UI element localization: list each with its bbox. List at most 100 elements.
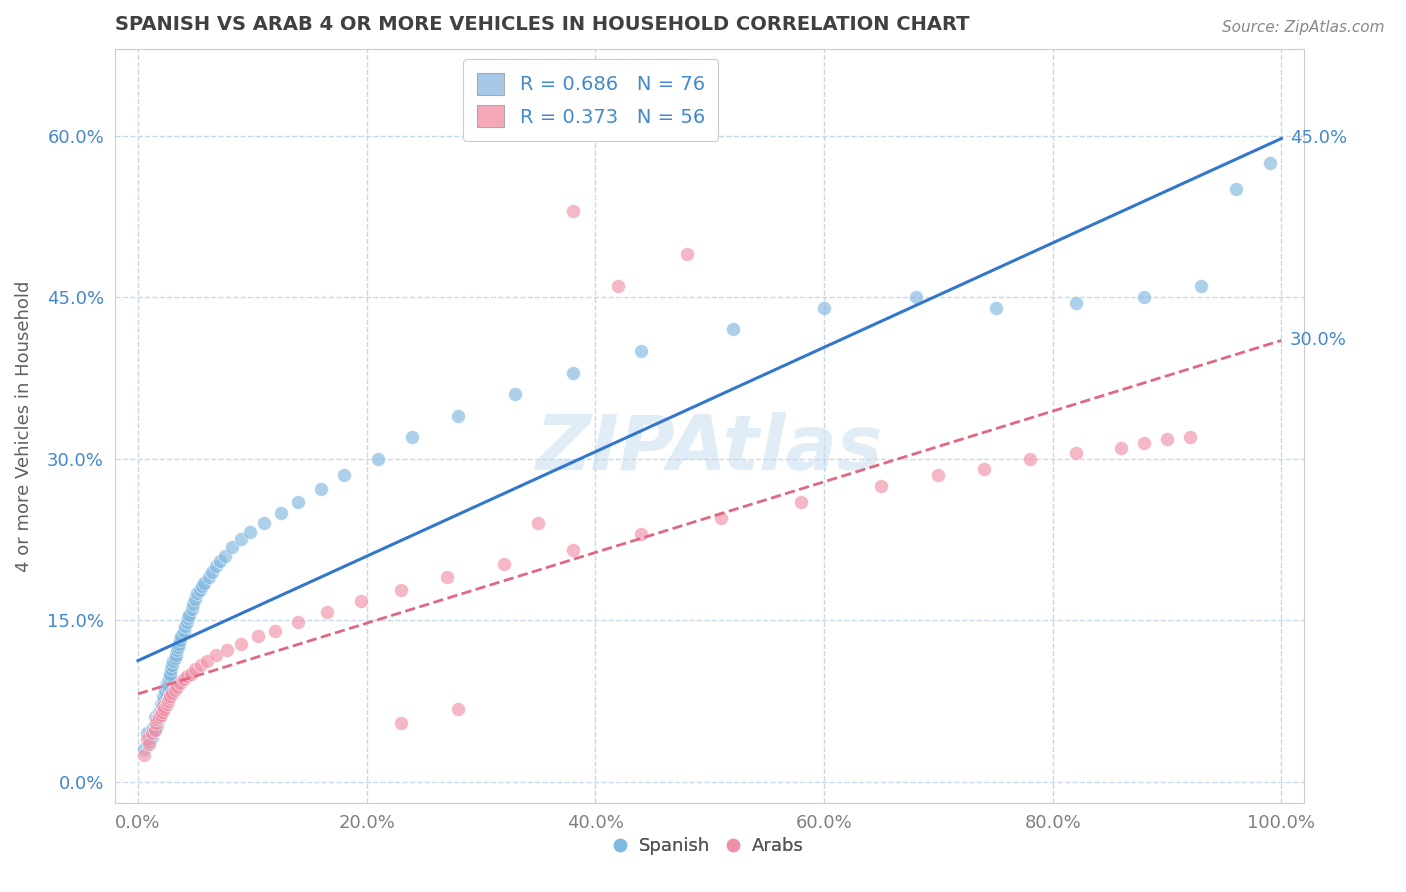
Point: [492, 558, 515, 572]
Point: [173, 624, 195, 638]
Point: [367, 451, 389, 466]
Point: [153, 690, 176, 705]
Point: [984, 301, 1007, 315]
Point: [350, 594, 373, 608]
Text: SPANISH VS ARAB 4 OR MORE VEHICLES IN HOUSEHOLD CORRELATION CHART: SPANISH VS ARAB 4 OR MORE VEHICLES IN HO…: [115, 15, 970, 34]
Point: [149, 708, 172, 723]
Point: [176, 615, 198, 630]
Point: [132, 747, 155, 762]
Point: [904, 290, 927, 304]
Point: [132, 742, 155, 756]
Point: [401, 430, 423, 444]
Point: [191, 579, 214, 593]
Point: [149, 701, 172, 715]
Point: [184, 591, 207, 606]
Point: [136, 731, 159, 746]
Point: [198, 570, 221, 584]
Point: [167, 637, 190, 651]
Point: [170, 629, 193, 643]
Point: [561, 366, 583, 380]
Point: [186, 586, 208, 600]
Point: [173, 618, 195, 632]
Point: [630, 343, 652, 358]
Point: [1133, 435, 1156, 450]
Point: [162, 686, 184, 700]
Point: [149, 708, 172, 723]
Point: [287, 495, 309, 509]
Point: [270, 506, 292, 520]
Text: 30.0%: 30.0%: [1289, 332, 1347, 350]
Point: [184, 662, 207, 676]
Point: [181, 597, 204, 611]
Point: [152, 699, 174, 714]
Point: [146, 712, 169, 726]
Point: [177, 611, 200, 625]
Point: [447, 701, 470, 715]
Point: [247, 629, 270, 643]
Point: [195, 654, 218, 668]
Point: [163, 683, 186, 698]
Point: [155, 675, 177, 690]
Point: [136, 726, 159, 740]
Point: [436, 570, 458, 584]
Point: [166, 680, 188, 694]
Point: [159, 669, 181, 683]
Point: [389, 715, 412, 730]
Point: [138, 737, 160, 751]
Point: [159, 667, 181, 681]
Point: [389, 583, 412, 598]
Point: [173, 673, 195, 687]
Point: [180, 667, 202, 681]
Point: [676, 247, 699, 261]
Point: [333, 467, 356, 482]
Point: [141, 730, 163, 744]
Point: [204, 559, 226, 574]
Point: [1258, 155, 1281, 169]
Point: [527, 516, 550, 531]
Point: [870, 478, 893, 492]
Text: 45.0%: 45.0%: [1289, 129, 1347, 147]
Point: [156, 694, 179, 708]
Point: [1156, 432, 1178, 446]
Point: [505, 387, 527, 401]
Point: [145, 715, 167, 730]
Point: [710, 511, 733, 525]
Point: [157, 673, 180, 687]
Point: [287, 615, 309, 630]
Point: [229, 533, 252, 547]
Point: [188, 583, 211, 598]
Point: [239, 524, 262, 539]
Point: [150, 705, 173, 719]
Point: [973, 462, 995, 476]
Point: [141, 726, 163, 740]
Point: [1178, 430, 1201, 444]
Point: [152, 689, 174, 703]
Point: [315, 605, 337, 619]
Point: [229, 637, 252, 651]
Point: [217, 643, 239, 657]
Point: [153, 701, 176, 715]
Point: [165, 648, 187, 662]
Point: [1064, 295, 1087, 310]
Point: [176, 669, 198, 683]
Point: [790, 495, 813, 509]
Point: [159, 689, 181, 703]
Point: [630, 527, 652, 541]
Point: [149, 697, 172, 711]
Text: ZIPAtlas: ZIPAtlas: [536, 412, 883, 486]
Point: [148, 712, 170, 726]
Y-axis label: 4 or more Vehicles in Household: 4 or more Vehicles in Household: [15, 281, 32, 572]
Point: [1225, 182, 1247, 196]
Point: [148, 710, 170, 724]
Point: [561, 204, 583, 219]
Point: [1133, 290, 1156, 304]
Point: [167, 640, 190, 654]
Legend: Spanish, Arabs: Spanish, Arabs: [609, 830, 811, 862]
Point: [813, 301, 835, 315]
Point: [156, 678, 179, 692]
Point: [166, 643, 188, 657]
Point: [1064, 446, 1087, 460]
Point: [264, 624, 287, 638]
Point: [138, 734, 160, 748]
Point: [142, 721, 165, 735]
